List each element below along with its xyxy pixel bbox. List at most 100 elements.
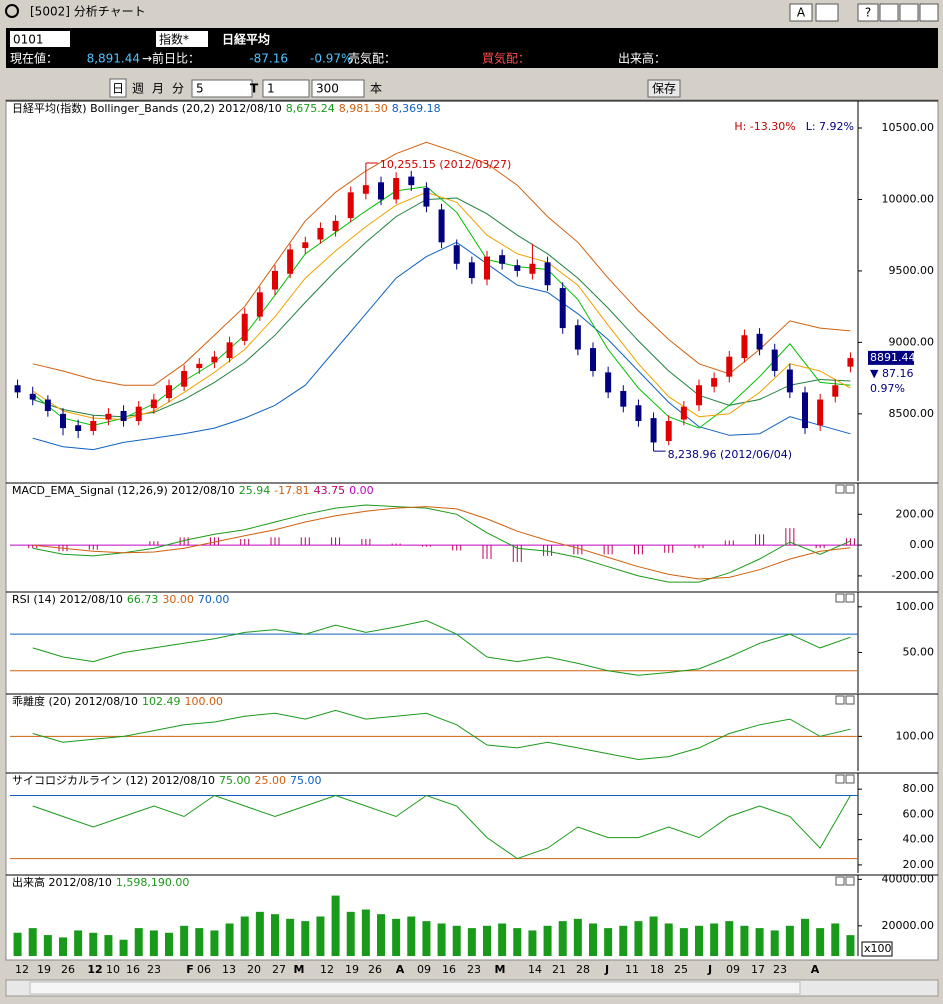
header-value: 100.00 <box>184 695 223 708</box>
t-label: T <box>250 82 259 96</box>
volume-bar <box>13 932 22 956</box>
volume-bar <box>180 925 189 956</box>
help-button[interactable] <box>857 3 879 22</box>
volume-bar <box>377 914 385 956</box>
minute[interactable]: 分 <box>172 82 184 96</box>
volume-bar <box>165 932 173 956</box>
volume-bar <box>558 921 567 956</box>
annotation: 10,255.15 (2012/03/27) <box>380 158 511 171</box>
volume-bar <box>740 925 749 956</box>
maximize-button[interactable] <box>899 3 919 22</box>
t-select[interactable] <box>262 79 310 98</box>
x-tick-label: 27 <box>272 963 286 976</box>
volume-bar <box>437 923 446 956</box>
button[interactable] <box>789 3 813 22</box>
close-pane[interactable] <box>845 774 855 784</box>
header-value: 8,369.18 <box>392 102 441 115</box>
minimize-button[interactable] <box>879 3 899 22</box>
minimize-pane[interactable] <box>835 774 845 784</box>
last-price-box <box>868 350 914 365</box>
candle-body <box>771 349 778 371</box>
close-button[interactable] <box>919 3 939 22</box>
count-select[interactable] <box>311 79 365 98</box>
button-label: ? <box>865 6 871 20</box>
minimize-pane[interactable] <box>835 695 845 705</box>
candle-body <box>378 182 384 200</box>
button-label: A <box>797 6 806 20</box>
copy-button[interactable] <box>815 3 839 22</box>
price-label: 現在値： <box>10 51 58 66</box>
volume-bar <box>710 923 719 956</box>
candle-body <box>468 262 475 279</box>
scroll-track[interactable] <box>29 981 801 995</box>
close-pane[interactable] <box>845 593 855 603</box>
ask-label: 売気配： <box>348 51 396 66</box>
y-tick-label: 200.00 <box>896 507 935 520</box>
header-value: 102.49 <box>142 695 181 708</box>
kind-select[interactable] <box>156 31 208 47</box>
candle-body <box>90 420 97 431</box>
volume-bar <box>528 930 537 956</box>
header-value: 8,675.24 <box>286 102 335 115</box>
candle-body <box>832 385 839 397</box>
candle-body <box>181 370 188 387</box>
y-tick-label: 40000.00 <box>882 872 935 885</box>
x-tick-label: 12 <box>320 963 334 976</box>
bid-label: 買気配： <box>482 51 530 66</box>
volume-bar <box>119 939 128 956</box>
range-label: H: -13.30% <box>734 120 795 133</box>
candle-body <box>665 420 672 441</box>
close-pane[interactable] <box>845 695 855 705</box>
volume-bar <box>498 923 507 956</box>
candle-body <box>105 413 112 420</box>
candle-body <box>711 378 718 387</box>
candle-body <box>196 363 203 369</box>
candle-body <box>650 418 657 443</box>
volume-bar <box>846 935 855 956</box>
minimize-pane[interactable] <box>835 593 845 603</box>
volume-bar <box>725 921 734 956</box>
annotation: 8,238.96 (2012/06/04) <box>668 448 792 461</box>
candle-body <box>438 209 445 243</box>
minimize-pane[interactable] <box>835 484 845 494</box>
x-tick-label: 23 <box>467 963 481 976</box>
volume-bar <box>89 932 98 956</box>
candle-body <box>741 335 748 359</box>
volume-bar <box>770 930 779 956</box>
candle-body <box>559 288 566 329</box>
x-tick-label: 21 <box>552 963 566 976</box>
y-tick-label: 100.00 <box>896 729 935 742</box>
header-value: 43.75 <box>314 484 346 497</box>
candle-body <box>166 385 172 399</box>
header-value: -17.81 <box>274 484 309 497</box>
code-input[interactable] <box>10 31 70 47</box>
week[interactable]: 週 <box>132 82 144 96</box>
x-tick-label: 12 <box>15 963 29 976</box>
y-tick-label: -200.00 <box>892 569 934 582</box>
x-tick-label: 23 <box>773 963 787 976</box>
code: 0101 <box>13 33 44 47</box>
x-tick-label: 28 <box>576 963 590 976</box>
month[interactable]: 月 <box>152 82 164 96</box>
minute-select[interactable] <box>191 79 253 98</box>
volume-bar <box>589 923 597 956</box>
volume-bar <box>28 928 37 956</box>
header-value: 8,981.30 <box>339 102 388 115</box>
y-tick-label: 60.00 <box>903 807 935 820</box>
series-line <box>32 141 851 386</box>
change-label: →前日比： <box>142 51 200 66</box>
change-pct: -0.97% <box>310 52 352 66</box>
save-button[interactable] <box>647 79 681 98</box>
unit-box <box>861 941 893 957</box>
volume-bar <box>361 909 370 956</box>
day-button[interactable] <box>109 78 127 98</box>
close-pane[interactable] <box>845 484 855 494</box>
candle-body <box>544 262 551 286</box>
volume-bar <box>43 935 52 956</box>
title-bar <box>0 0 943 24</box>
y-tick-label: 0.00 <box>910 538 935 551</box>
minimize-pane[interactable] <box>835 876 845 886</box>
candle-body <box>44 399 51 411</box>
close-pane[interactable] <box>845 876 855 886</box>
